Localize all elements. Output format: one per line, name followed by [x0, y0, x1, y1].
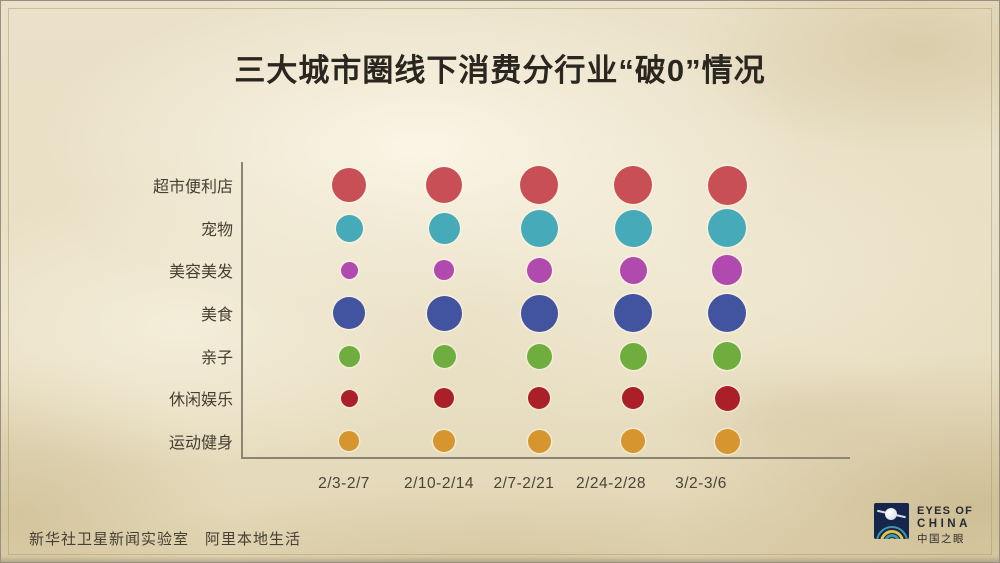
x-tick-label: 2/7-2/21	[493, 475, 555, 492]
logo-line-2: CHINA	[917, 518, 971, 530]
category-label: 超市便利店	[152, 179, 233, 196]
x-axis-line	[241, 457, 850, 459]
bubble	[432, 344, 456, 368]
category-label: 运动健身	[168, 435, 233, 452]
bubble	[619, 342, 647, 370]
bubble	[333, 297, 365, 329]
bubble	[622, 387, 644, 409]
category-label: 美容美发	[168, 264, 233, 281]
x-tick-label: 2/10-2/14	[404, 475, 474, 492]
x-tick-label: 3/2-3/6	[675, 475, 727, 492]
bubble	[434, 388, 454, 408]
bubble	[339, 431, 359, 451]
bubble	[528, 387, 550, 409]
bubble	[614, 294, 652, 332]
bubble	[526, 257, 552, 283]
logo-line-1: EYES OF	[917, 505, 974, 517]
arc-ring	[887, 538, 896, 539]
footer-credit: 新华社卫星新闻实验室 阿里本地生活	[29, 531, 302, 548]
category-label: 美食	[200, 307, 233, 324]
bubble	[332, 168, 366, 202]
logo-text: EYES OF CHINA 中国之眼	[917, 503, 973, 546]
bubble	[619, 256, 647, 284]
planet-icon	[885, 508, 897, 520]
bubble	[520, 166, 558, 204]
bubble	[335, 214, 363, 242]
y-axis-line	[241, 162, 243, 457]
bubble	[340, 389, 358, 407]
satellite-logo-icon	[874, 503, 909, 539]
bubble	[426, 167, 462, 203]
category-label: 亲子	[200, 350, 233, 367]
bubble	[526, 343, 552, 369]
bubble	[428, 212, 460, 244]
bubble	[614, 209, 652, 247]
bubble	[713, 342, 741, 370]
x-tick-label: 2/3-2/7	[318, 475, 370, 492]
bubble	[714, 428, 740, 454]
bubble	[340, 261, 358, 279]
bubble	[708, 209, 746, 247]
arc-ring	[879, 530, 904, 539]
bubble	[708, 294, 746, 332]
eyes-of-china-logo: EYES OF CHINA 中国之眼	[874, 503, 973, 546]
bubble	[434, 260, 454, 280]
bubble	[712, 255, 742, 285]
bubble	[614, 166, 652, 204]
chart-title: 三大城市圈线下消费分行业“破0”情况	[234, 53, 766, 88]
logo-line-3: 中国之眼	[917, 533, 965, 545]
bubble	[426, 295, 462, 331]
category-label: 休闲娱乐	[168, 392, 233, 409]
bubble	[707, 165, 747, 205]
bubble	[433, 430, 455, 452]
bubble	[520, 294, 558, 332]
bubble	[527, 429, 551, 453]
bubble	[714, 385, 740, 411]
x-tick-label: 2/24-2/28	[576, 475, 646, 492]
arc-ring	[883, 534, 900, 539]
bubble	[338, 345, 360, 367]
category-label: 宠物	[200, 222, 233, 239]
rainbow-arcs-icon	[874, 524, 909, 539]
bubble	[520, 209, 558, 247]
bubble	[621, 429, 645, 453]
